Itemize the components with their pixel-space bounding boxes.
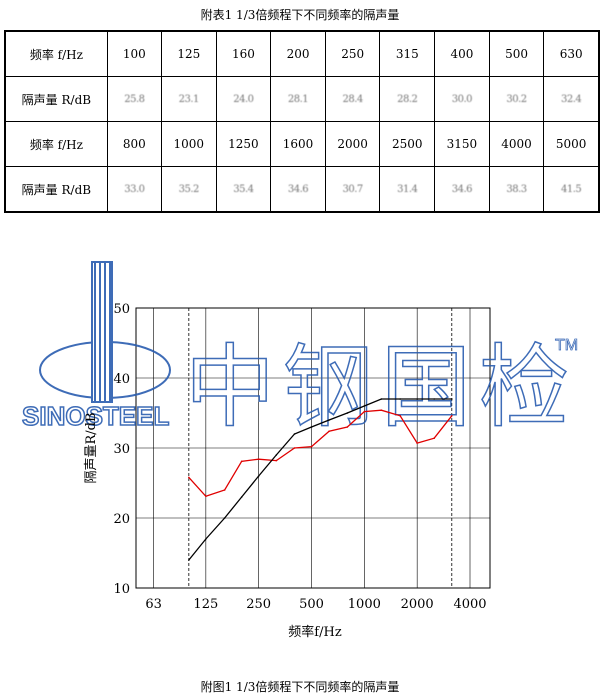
data-point [275,459,278,462]
table-cell: 500 [488,30,545,77]
table-cell: 24.0 [215,76,272,122]
measured-curve-line [188,409,453,498]
svg-text:TM: TM [555,337,578,354]
data-point [205,538,207,540]
table-cell: 1600 [270,121,326,167]
table-cell: 3150 [434,121,490,167]
table-cell: 2500 [379,121,436,167]
data-point [416,442,418,444]
x-tick-label: 500 [299,597,324,612]
table-row: 隔声量 R/dB 25.8 23.1 24.0 28.1 28.4 28.2 30.0 30.2… [4,76,600,122]
table-row: 隔声量 R/dB 33.0 35.2 35.4 34.6 30.7 31.4 34.6 38.3… [4,166,600,213]
y-tick-label: 10 [113,582,130,597]
table-cell: 125 [160,30,217,77]
y-tick-label: 20 [113,512,130,527]
row-header: 隔声量 R/dB [4,76,108,122]
table-cell: 33.0 [106,166,162,213]
data-point [310,445,313,448]
data-point [223,489,226,491]
x-tick-label: 63 [145,597,162,612]
data-point [363,410,366,413]
data-point [240,496,243,498]
data-point [328,430,330,433]
figure-caption: 附图1 1/3倍频程下不同频率的隔声量 [200,680,400,694]
svg-text:中钢国检: 中钢国检 [185,335,577,440]
data-point [450,415,453,417]
y-tick-label: 30 [113,442,130,457]
table-cell: 4000 [488,121,545,167]
table-row: 频率 f/Hz 100 125 160 200 250 315 400 500 630 [4,30,600,77]
x-tick-label: 125 [193,597,218,612]
watermark: SINOSTEEL 中钢国检 TM [21,261,579,441]
x-tick-label: 2000 [401,597,434,612]
row-header: 频率 f/Hz [4,30,108,77]
data-point [380,409,383,412]
table-cell: 28.2 [379,76,436,122]
y-tick-label: 40 [113,372,130,387]
table-caption: 附表1 1/3倍频程下不同频率的隔声量 [200,8,400,22]
table-cell: 200 [270,30,326,77]
data-point [275,454,278,456]
data-point [310,426,313,428]
data-point [399,398,401,400]
data-point [328,419,330,421]
table-cell: 630 [543,30,600,77]
table-cell: 30.7 [324,166,381,213]
table-cell: 35.4 [215,166,272,213]
table-cell: 23.1 [160,76,217,122]
data-point [380,398,383,400]
data-point [293,433,296,435]
table-cell: 2000 [324,121,381,167]
data-point [433,437,435,440]
x-tick-label: 1000 [348,597,381,612]
x-tick-label: 250 [246,597,271,612]
table-cell: 28.4 [324,76,381,122]
data-point [240,460,243,463]
data-point [188,476,190,479]
data-point [416,398,418,400]
data-point [346,412,349,414]
table-cell: 31.4 [379,166,436,213]
table-cell: 38.3 [488,166,545,213]
table-cell: 30.0 [434,76,490,122]
table-cell: 1250 [215,121,272,167]
data-point [205,495,207,498]
data-point [450,398,453,400]
table-cell: 5000 [543,121,600,167]
data-point [188,559,190,561]
table-cell: 25.8 [106,76,162,122]
table-cell: 100 [106,30,162,77]
data-point [399,415,401,417]
table-cell: 34.6 [434,166,490,213]
data-point [257,458,260,461]
data-point [257,475,260,477]
table-cell: 32.4 [543,76,600,122]
data-point [433,398,435,400]
x-tick-label: 4000 [453,597,486,612]
table-cell: 315 [379,30,436,77]
row-header: 隔声量 R/dB [4,166,108,213]
reference-curve-line [188,398,452,561]
y-axis-label: 隔声量R/dB [84,412,99,483]
table-row: 频率 f/Hz 800 1000 1250 1600 2000 2500 3150 4000 50… [4,121,600,167]
data-point [363,405,366,407]
plot-frame [135,307,491,589]
sinosteel-logo [39,261,171,403]
data-point [293,447,296,449]
table-cell: 30.2 [488,76,545,122]
x-axis-label: 频率f/Hz [288,624,342,640]
table-cell: 800 [106,121,162,167]
y-tick-label: 50 [113,302,130,317]
svg-text:SINOSTEEL: SINOSTEEL [22,401,169,431]
data-point [346,426,349,428]
data-point [223,517,226,519]
row-header: 频率 f/Hz [4,121,108,167]
table-cell: 41.5 [543,166,600,213]
sound-insulation-table: 频率 f/Hz 100 125 160 200 250 315 400 500 630 隔声量 R/… [4,30,600,213]
